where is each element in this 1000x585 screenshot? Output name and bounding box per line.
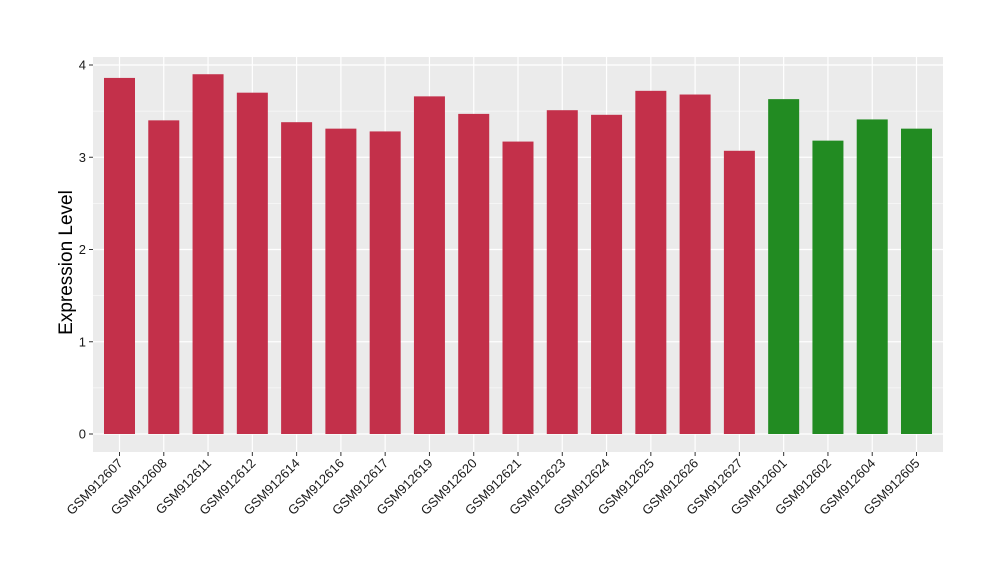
bar-GSM912623 — [546, 110, 578, 434]
y-axis-label: Expression Level — [56, 190, 77, 335]
bar-GSM912608 — [148, 120, 180, 434]
bar-GSM912619 — [413, 96, 445, 435]
bar-GSM912625 — [635, 90, 667, 434]
bar-GSM912607 — [104, 77, 135, 435]
y-axis: 0 1 2 3 4 — [79, 58, 93, 442]
bars-group — [104, 74, 932, 435]
y-tick-label: 1 — [79, 334, 86, 349]
bar-GSM912612 — [236, 92, 268, 435]
bar-GSM912626 — [679, 94, 711, 435]
bar-GSM912617 — [369, 131, 401, 435]
bar-GSM912605 — [901, 128, 932, 434]
y-tick-label: 2 — [79, 242, 86, 257]
bar-GSM912614 — [281, 122, 313, 434]
bar-GSM912604 — [856, 119, 888, 435]
y-tick-label: 3 — [79, 150, 86, 165]
x-axis: GSM912607GSM912608GSM912611GSM912612GSM9… — [63, 452, 923, 518]
y-tick-label: 4 — [79, 58, 86, 73]
bar-GSM912611 — [192, 74, 224, 434]
bar-GSM912627 — [723, 150, 755, 435]
bar-GSM912620 — [458, 113, 490, 434]
bar-GSM912624 — [591, 114, 623, 434]
y-tick-label: 0 — [79, 427, 86, 442]
bar-GSM912602 — [812, 140, 844, 434]
bar-GSM912621 — [502, 141, 534, 434]
bar-GSM912601 — [768, 99, 800, 434]
bar-GSM912616 — [325, 128, 357, 434]
